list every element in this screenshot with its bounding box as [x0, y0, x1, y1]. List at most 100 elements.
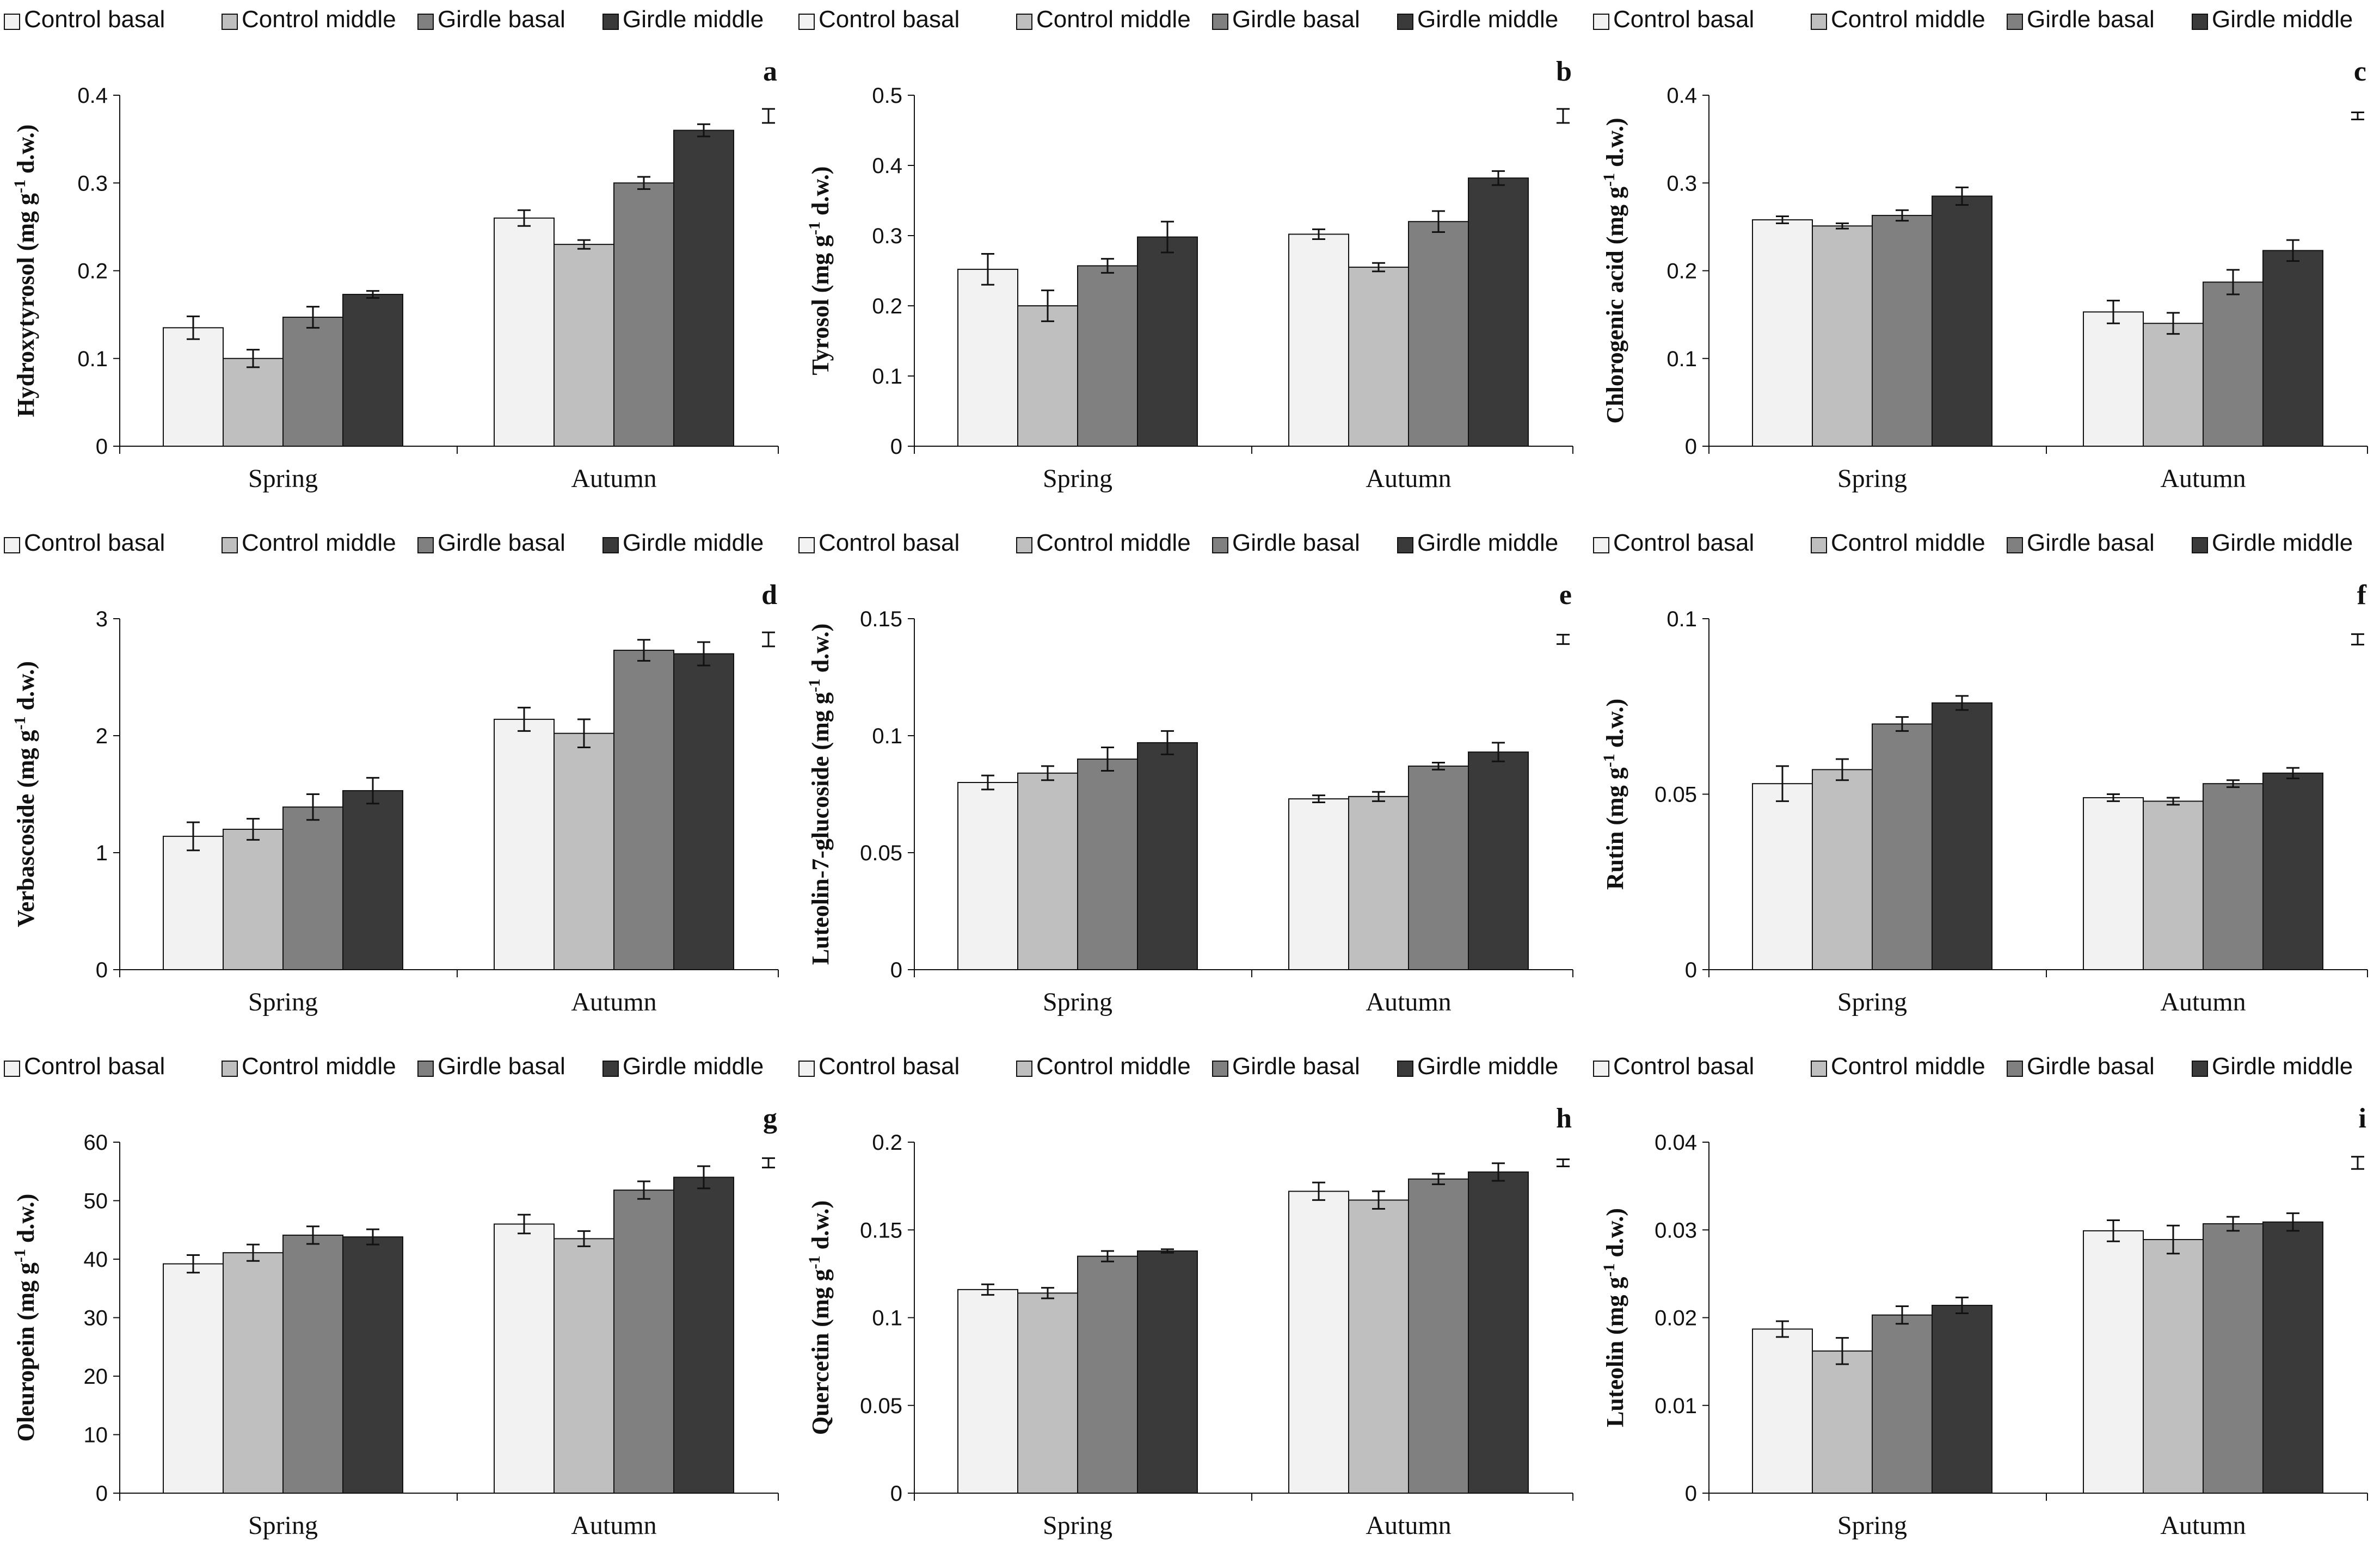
y-tick-label: 0: [890, 435, 902, 459]
legend-swatch: [1593, 537, 1609, 553]
x-category-label: Autumn: [571, 1511, 656, 1540]
y-axis-label: Oleuropein (mg g-1 d.w.): [11, 1194, 39, 1442]
error-bar: [981, 253, 994, 286]
bar-group-spring: [163, 1225, 403, 1494]
bar-control-basal: [1752, 783, 1813, 970]
legend-label: Control basal: [24, 6, 165, 33]
legend-item-control-basal: Control basal: [4, 6, 165, 33]
bar-control-basal: [1288, 233, 1349, 447]
legend-item-girdle-middle: Girdle middle: [2192, 529, 2353, 556]
scale-bar: [2351, 112, 2364, 120]
bar-control-middle: [1812, 1350, 1873, 1494]
legend-swatch: [1212, 1061, 1228, 1077]
error-bar: [1161, 730, 1174, 755]
bar-girdle-basal: [282, 806, 343, 971]
scale-bar: [762, 1157, 775, 1169]
y-tick-label: 30: [84, 1307, 108, 1330]
legend-label: Control middle: [242, 529, 396, 556]
bar-group-spring: [163, 776, 403, 971]
legend-swatch: [1397, 537, 1413, 553]
legend-swatch: [1397, 14, 1413, 30]
error-bar: [1836, 222, 1849, 230]
y-axis-label-sup: -1: [805, 1255, 823, 1269]
x-category-label: Autumn: [2160, 988, 2246, 1016]
panel-letter: g: [763, 1103, 777, 1134]
bar-control-middle: [2143, 323, 2204, 447]
scale-bar: [1557, 1158, 1570, 1167]
error-bar: [1041, 765, 1054, 781]
y-tick-label: 0: [96, 1482, 108, 1506]
error-bar: [637, 639, 650, 662]
legend-swatch: [2007, 1061, 2023, 1077]
legend-item-control-basal: Control basal: [1593, 1053, 1754, 1080]
error-bar: [1372, 262, 1385, 273]
y-tick-label: 20: [84, 1365, 108, 1389]
y-tick-label: 0: [96, 958, 108, 982]
legend-item-girdle-middle: Girdle middle: [1397, 1053, 1558, 1080]
y-axis-label-main: Luteolin-7-glucoside (mg g: [807, 692, 834, 965]
y-tick-label: 0: [1685, 1482, 1697, 1506]
legend: Control basal Control middle Girdle basal G…: [798, 1053, 1558, 1080]
bar-girdle-middle: [1932, 702, 1992, 970]
bar-group-autumn: [494, 1165, 734, 1494]
legend-swatch: [222, 1061, 238, 1077]
bar-control-middle: [223, 1252, 284, 1494]
legend-swatch: [798, 14, 815, 30]
legend-item-girdle-middle: Girdle middle: [2192, 6, 2353, 33]
legend-label: Girdle basal: [438, 1053, 565, 1080]
legend-label: Girdle middle: [623, 6, 764, 33]
bar-girdle-middle: [1468, 751, 1529, 970]
error-bar: [2107, 793, 2120, 802]
error-bar: [187, 315, 200, 340]
bar-group-spring: [957, 730, 1198, 970]
legend-label: Girdle basal: [438, 529, 565, 556]
legend: Control basal Control middle Girdle basal G…: [4, 529, 764, 556]
y-tick-label: 10: [84, 1423, 108, 1447]
error-bar: [2227, 779, 2240, 788]
legend-item-girdle-basal: Girdle basal: [2007, 6, 2155, 33]
bar-control-basal: [494, 1223, 555, 1494]
legend-swatch: [1212, 14, 1228, 30]
legend-label: Girdle basal: [2027, 6, 2155, 33]
y-tick-label: 0.1: [872, 724, 902, 748]
bar-group-autumn: [494, 123, 734, 447]
legend-label: Girdle middle: [2212, 1053, 2353, 1080]
y-tick-label: 0: [96, 435, 108, 459]
y-tick-label: 0.05: [860, 1394, 902, 1418]
legend-swatch: [2192, 537, 2208, 553]
error-bar: [247, 349, 260, 368]
legend-item-girdle-middle: Girdle middle: [602, 1053, 764, 1080]
error-bar: [1492, 742, 1505, 762]
bar-control-middle: [1348, 267, 1409, 447]
error-bar: [247, 818, 260, 841]
bar-girdle-basal: [1408, 221, 1469, 447]
legend-item-control-basal: Control basal: [798, 529, 960, 556]
y-tick-label: 0.1: [1666, 347, 1697, 371]
y-tick-label: 0.01: [1655, 1394, 1697, 1418]
y-axis-label-sup: -1: [805, 679, 823, 692]
legend-label: Girdle basal: [1232, 529, 1360, 556]
y-axis-label-unit: d.w.): [807, 167, 834, 221]
scale-bar: [1557, 633, 1570, 645]
legend-item-girdle-basal: Girdle basal: [417, 6, 565, 33]
error-bar: [2227, 1216, 2240, 1232]
chart-panel-d: Control basal Control middle Girdle basal G…: [4, 529, 779, 1016]
error-bar: [637, 1180, 650, 1200]
y-axis-label-sup: -1: [1600, 754, 1618, 767]
error-bar: [1776, 765, 1789, 802]
y-axis-label-unit: d.w.): [13, 125, 39, 180]
bar-control-middle: [2143, 800, 2204, 970]
panel-letter: c: [2354, 56, 2366, 87]
bar-girdle-basal: [1077, 265, 1138, 447]
bar-girdle-basal: [282, 1234, 343, 1494]
legend-swatch: [602, 1061, 619, 1077]
legend-swatch: [1811, 537, 1827, 553]
bar-girdle-middle: [1468, 177, 1529, 447]
y-tick-label: 2: [96, 724, 108, 748]
error-bar: [1432, 1173, 1445, 1185]
bar-group-spring: [957, 1248, 1198, 1494]
legend-swatch: [222, 537, 238, 553]
legend-label: Girdle middle: [2212, 6, 2353, 33]
legend-swatch: [798, 537, 815, 553]
error-bar: [187, 1254, 200, 1274]
